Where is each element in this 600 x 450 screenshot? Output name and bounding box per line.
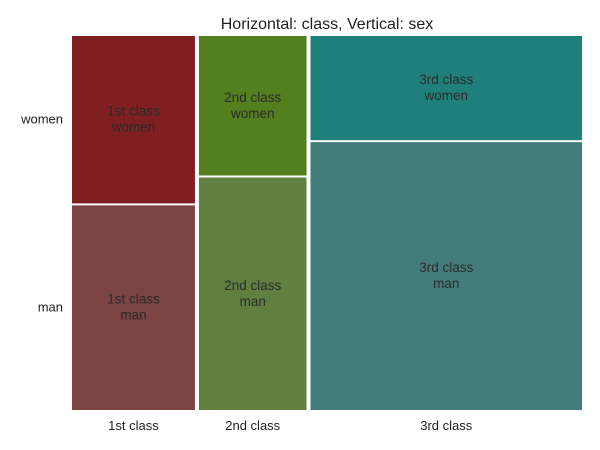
cell-label-1st-class-man: 1st class man <box>107 292 160 323</box>
cell-label-line: man <box>120 308 146 323</box>
x-axis-ticks: 1st class 2nd class 3rd class <box>108 418 473 433</box>
cell-label-2nd-class-man: 2nd class man <box>224 278 281 309</box>
y-axis-ticks: women man <box>20 112 63 315</box>
cell-label-line: 1st class <box>107 292 160 307</box>
cell-label-1st-class-women: 1st class women <box>107 104 160 135</box>
cell-label-line: 3rd class <box>419 72 473 87</box>
mosaic-cell-2nd-class-man <box>198 177 307 410</box>
x-tick-2nd-class: 2nd class <box>225 418 280 433</box>
mosaic-cell-1st-class-man <box>72 205 195 410</box>
cell-label-line: 2nd class <box>224 278 281 293</box>
cell-label-line: man <box>240 294 266 309</box>
cell-label-line: women <box>230 106 275 121</box>
y-tick-women: women <box>20 112 63 127</box>
mosaic-cell-2nd-class-women <box>198 36 307 176</box>
cell-label-3rd-class-man: 3rd class man <box>419 260 473 291</box>
chart-title: Horizontal: class, Vertical: sex <box>221 16 434 33</box>
cell-label-line: 1st class <box>107 104 160 119</box>
mosaic-cell-3rd-class-man <box>310 142 582 410</box>
y-tick-man: man <box>38 300 63 315</box>
mosaic-cell-1st-class-women <box>72 36 195 204</box>
x-tick-3rd-class: 3rd class <box>420 418 473 433</box>
cell-label-2nd-class-women: 2nd class women <box>224 90 281 121</box>
cell-label-line: 2nd class <box>224 90 281 105</box>
x-tick-1st-class: 1st class <box>108 418 159 433</box>
cell-label-line: women <box>423 88 468 103</box>
cell-label-line: man <box>433 276 459 291</box>
cell-label-3rd-class-women: 3rd class women <box>419 72 473 103</box>
cell-label-line: women <box>111 120 156 135</box>
cell-label-line: 3rd class <box>419 260 473 275</box>
mosaic-cell-3rd-class-women <box>310 36 582 141</box>
